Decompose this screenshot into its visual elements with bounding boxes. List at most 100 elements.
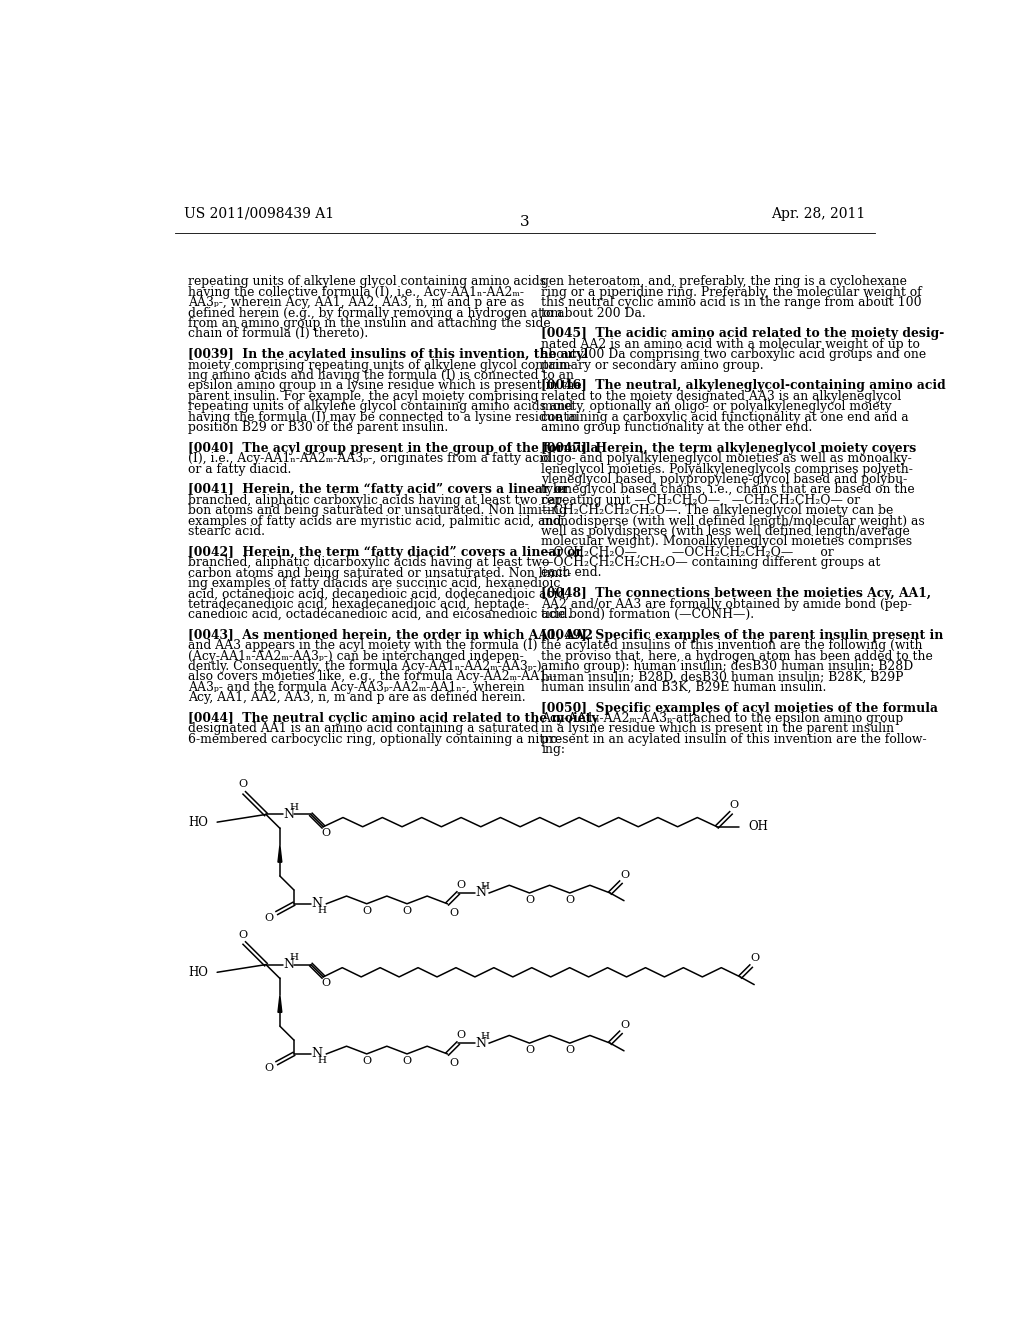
Text: and AA3 appears in the acyl moiety with the formula (I): and AA3 appears in the acyl moiety with … (187, 639, 538, 652)
Text: acid, octanedioic acid, decanedioic acid, dodecanedioic acid,: acid, octanedioic acid, decanedioic acid… (187, 587, 569, 601)
Text: stearic acid.: stearic acid. (187, 525, 264, 539)
Text: H: H (317, 907, 327, 915)
Text: N: N (284, 808, 295, 821)
Text: examples of fatty acids are myristic acid, palmitic acid, and: examples of fatty acids are myristic aci… (187, 515, 561, 528)
Text: the proviso that, here, a hydrogen atom has been added to the: the proviso that, here, a hydrogen atom … (541, 649, 933, 663)
Text: O: O (456, 880, 465, 890)
Text: Apr. 28, 2011: Apr. 28, 2011 (771, 207, 866, 220)
Text: ing:: ing: (541, 743, 565, 756)
Text: H: H (290, 953, 298, 962)
Text: O: O (402, 906, 412, 916)
Text: moiety, optionally an oligo- or polyalkyleneglycol moiety: moiety, optionally an oligo- or polyalky… (541, 400, 892, 413)
Text: AA2 and/or AA3 are formally obtained by amide bond (pep-: AA2 and/or AA3 are formally obtained by … (541, 598, 912, 611)
Text: to about 200 Da.: to about 200 Da. (541, 306, 646, 319)
Text: primary or secondary amino group.: primary or secondary amino group. (541, 359, 764, 372)
Text: each end.: each end. (541, 566, 601, 579)
Text: well as polydisperse (with less well defined length/average: well as polydisperse (with less well def… (541, 525, 910, 539)
Text: about 200 Da comprising two carboxylic acid groups and one: about 200 Da comprising two carboxylic a… (541, 348, 926, 362)
Text: the acylated insulins of this invention are the following (with: the acylated insulins of this invention … (541, 639, 923, 652)
Text: epsilon amino group in a lysine residue which is present in the: epsilon amino group in a lysine residue … (187, 379, 582, 392)
Text: O: O (264, 912, 273, 923)
Text: having the formula (I) may be connected to a lysine residue in: having the formula (I) may be connected … (187, 411, 578, 424)
Text: carbon atoms and being saturated or unsaturated. Non limit-: carbon atoms and being saturated or unsa… (187, 566, 571, 579)
Text: in a lysine residue which is present in the parent insulin: in a lysine residue which is present in … (541, 722, 894, 735)
Text: branched, aliphatic carboxylic acids having at least two car-: branched, aliphatic carboxylic acids hav… (187, 494, 565, 507)
Polygon shape (278, 995, 282, 1012)
Text: ing amino acids and having the formula (I) is connected to an: ing amino acids and having the formula (… (187, 370, 573, 381)
Text: O: O (525, 895, 534, 906)
Text: N: N (311, 1047, 323, 1060)
Text: O: O (449, 1059, 458, 1068)
Text: —CH₂CH₂CH₂CH₂O—. The alkyleneglycol moiety can be: —CH₂CH₂CH₂CH₂O—. The alkyleneglycol moie… (541, 504, 893, 517)
Text: from an amino group in the insulin and attaching the side: from an amino group in the insulin and a… (187, 317, 550, 330)
Text: parent insulin. For example, the acyl moiety comprising: parent insulin. For example, the acyl mo… (187, 389, 539, 403)
Text: HO: HO (188, 966, 208, 979)
Text: H: H (481, 882, 489, 891)
Text: [0042]  Herein, the term “fatty diacid” covers a linear or: [0042] Herein, the term “fatty diacid” c… (187, 545, 582, 558)
Text: O: O (565, 1045, 574, 1055)
Text: O: O (751, 953, 760, 964)
Text: [0039]  In the acylated insulins of this invention, the acyl: [0039] In the acylated insulins of this … (187, 348, 588, 362)
Text: O: O (402, 1056, 412, 1065)
Text: containing a carboxylic acid functionality at one end and a: containing a carboxylic acid functionali… (541, 411, 908, 424)
Text: O: O (456, 1031, 465, 1040)
Text: AA3ₚ- and the formula Acy-AA3ₚ-AA2ₘ-AA1ₙ-, wherein: AA3ₚ- and the formula Acy-AA3ₚ-AA2ₘ-AA1ₙ… (187, 681, 524, 694)
Text: repeating units of alkylene glycol containing amino acids and: repeating units of alkylene glycol conta… (187, 400, 572, 413)
Text: US 2011/0098439 A1: US 2011/0098439 A1 (183, 207, 334, 220)
Text: [0047]  Herein, the term alkyleneglycol moiety covers: [0047] Herein, the term alkyleneglycol m… (541, 442, 916, 455)
Text: OH: OH (748, 820, 768, 833)
Text: [0048]  The connections between the moieties Acy, AA1,: [0048] The connections between the moiet… (541, 587, 931, 601)
Text: 3: 3 (520, 215, 529, 228)
Text: O: O (239, 779, 247, 789)
Text: O: O (621, 870, 630, 879)
Text: H: H (290, 803, 298, 812)
Text: [0041]  Herein, the term “fatty acid” covers a linear or: [0041] Herein, the term “fatty acid” cov… (187, 483, 568, 496)
Text: O: O (449, 908, 458, 917)
Text: Acy-AA1ₙ-AA2ₘ-AA3ₚ-attached to the epsilon amino group: Acy-AA1ₙ-AA2ₘ-AA3ₚ-attached to the epsil… (541, 711, 903, 725)
Text: tyleneglycol based chains, i.e., chains that are based on the: tyleneglycol based chains, i.e., chains … (541, 483, 914, 496)
Text: dently. Consequently, the formula Acy-AA1ₙ-AA2ₘ-AA3ₚ-): dently. Consequently, the formula Acy-AA… (187, 660, 542, 673)
Text: H: H (317, 1056, 327, 1065)
Text: O: O (621, 1019, 630, 1030)
Text: H: H (481, 1032, 489, 1040)
Text: tetradecanedioic acid, hexadecanedioic acid, heptade-: tetradecanedioic acid, hexadecanedioic a… (187, 598, 528, 611)
Text: repeating units of alkylene glycol containing amino acids: repeating units of alkylene glycol conta… (187, 276, 546, 289)
Text: N: N (311, 898, 323, 911)
Text: —OCH₂CH₂O—,        —OCH₂CH₂CH₂O—       or: —OCH₂CH₂O—, —OCH₂CH₂CH₂O— or (541, 545, 834, 558)
Text: having the collective formula (I), i.e., Acy-AA1ₙ-AA2ₘ-: having the collective formula (I), i.e.,… (187, 286, 523, 298)
Text: present in an acylated insulin of this invention are the follow-: present in an acylated insulin of this i… (541, 733, 927, 746)
Text: moiety comprising repeating units of alkylene glycol contain-: moiety comprising repeating units of alk… (187, 359, 571, 372)
Text: branched, aliphatic dicarboxylic acids having at least two: branched, aliphatic dicarboxylic acids h… (187, 556, 549, 569)
Text: O: O (362, 906, 372, 916)
Text: amino group functionality at the other end.: amino group functionality at the other e… (541, 421, 812, 434)
Text: gen heteroatom, and, preferably, the ring is a cyclohexane: gen heteroatom, and, preferably, the rin… (541, 276, 907, 289)
Text: related to the moiety designated AA3 is an alkyleneglycol: related to the moiety designated AA3 is … (541, 389, 901, 403)
Text: —OCH₂CH₂CH₂CH₂O— containing different groups at: —OCH₂CH₂CH₂CH₂O— containing different gr… (541, 556, 881, 569)
Text: chain of formula (I) thereto).: chain of formula (I) thereto). (187, 327, 368, 341)
Text: or a fatty diacid.: or a fatty diacid. (187, 462, 291, 475)
Text: oligo- and polyalkyleneglycol moieties as well as monoalky-: oligo- and polyalkyleneglycol moieties a… (541, 453, 911, 465)
Text: O: O (565, 895, 574, 906)
Text: [0045]  The acidic amino acid related to the moiety desig-: [0045] The acidic amino acid related to … (541, 327, 944, 341)
Text: nated AA2 is an amino acid with a molecular weight of up to: nated AA2 is an amino acid with a molecu… (541, 338, 920, 351)
Text: monodisperse (with well defined length/molecular weight) as: monodisperse (with well defined length/m… (541, 515, 925, 528)
Text: O: O (362, 1056, 372, 1065)
Text: yleneglycol based, polypropylene-glycol based and polybu-: yleneglycol based, polypropylene-glycol … (541, 473, 907, 486)
Text: O: O (322, 828, 330, 838)
Text: repeating unit —CH₂CH₂O—,  —CH₂CH₂CH₂O— or: repeating unit —CH₂CH₂O—, —CH₂CH₂CH₂O— o… (541, 494, 860, 507)
Text: AA3ₚ-, wherein Acy, AA1, AA2, AA3, n, m and p are as: AA3ₚ-, wherein Acy, AA1, AA2, AA3, n, m … (187, 296, 524, 309)
Text: O: O (239, 929, 247, 940)
Text: N: N (475, 887, 486, 899)
Text: (Acy-AA1ₙ-AA2ₘ-AA3ₚ-) can be interchanged indepen-: (Acy-AA1ₙ-AA2ₘ-AA3ₚ-) can be interchange… (187, 649, 523, 663)
Text: ring or a piperidine ring. Preferably, the molecular weight of: ring or a piperidine ring. Preferably, t… (541, 286, 922, 298)
Text: [0043]  As mentioned herein, the order in which AA1, AA2: [0043] As mentioned herein, the order in… (187, 628, 593, 642)
Text: O: O (264, 1063, 273, 1073)
Text: N: N (475, 1036, 486, 1049)
Text: leneglycol moieties. Polyalkyleneglycols comprises polyeth-: leneglycol moieties. Polyalkyleneglycols… (541, 462, 913, 475)
Text: HO: HO (188, 816, 208, 829)
Text: [0040]  The acyl group present in the group of the formula: [0040] The acyl group present in the gro… (187, 442, 598, 455)
Text: amino group): human insulin; desB30 human insulin; B28D: amino group): human insulin; desB30 huma… (541, 660, 913, 673)
Text: canedioic acid, octadecanedioic acid, and eicosanedioic acid.: canedioic acid, octadecanedioic acid, an… (187, 609, 571, 622)
Text: (I), i.e., Acy-AA1ₙ-AA2ₘ-AA3ₚ-, originates from a fatty acid: (I), i.e., Acy-AA1ₙ-AA2ₘ-AA3ₚ-, originat… (187, 453, 551, 465)
Text: molecular weight). Monoalkyleneglycol moieties comprises: molecular weight). Monoalkyleneglycol mo… (541, 536, 912, 548)
